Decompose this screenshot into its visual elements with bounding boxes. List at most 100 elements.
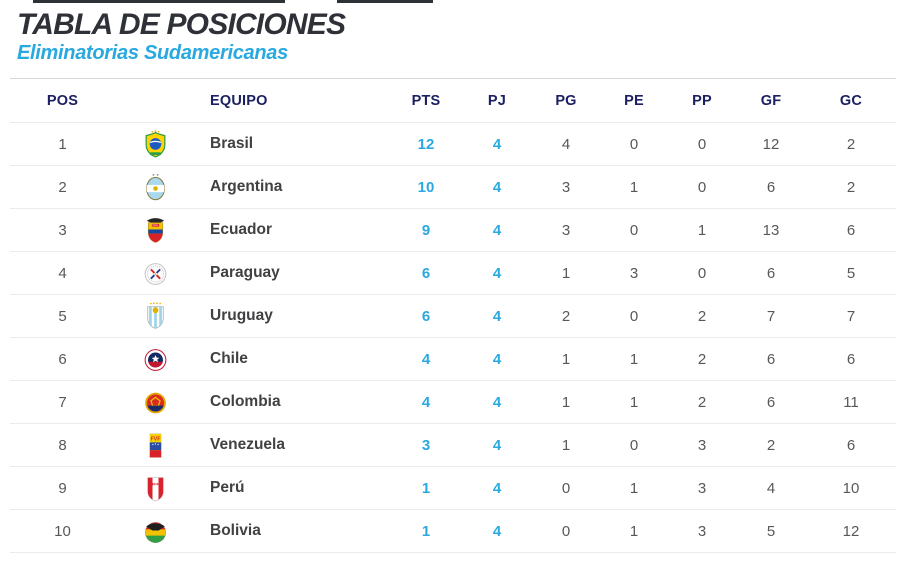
svg-text:FVF: FVF [150,436,160,442]
column-header-pe: PE [624,92,644,109]
table-body: 1 Brasil 12 4 4 0 0 12 2 2 Argentina 10 4 3 1 0 6 2 3 F.E.F… [10,123,896,553]
table-header-row: POS EQUIPO PTS PJ PG PE PP GF GC [10,78,896,123]
column-header-pts: PTS [411,92,441,109]
pp-cell: 2 [697,350,707,368]
gc-cell: 6 [846,436,856,454]
table-row: 4 Paraguay 6 4 1 3 0 6 5 [10,252,896,295]
pos-cell: 8 [58,436,67,454]
pp-cell: 2 [697,393,707,411]
table-row: 10 Bolivia 1 4 0 1 3 5 12 [10,510,896,553]
pos-cell: 1 [58,135,67,153]
pj-cell: 4 [492,393,502,411]
team-cell: Venezuela [210,436,285,453]
paraguay-crest-icon [115,259,195,288]
team-cell: Paraguay [210,264,280,281]
top-border-segment-1 [33,0,285,3]
top-border-segment-2 [337,0,433,3]
svg-text:F.E.F.: F.E.F. [152,225,158,227]
ecuador-crest-icon: F.E.F. [115,216,195,245]
page-subtitle: Eliminatorias Sudamericanas [17,42,288,64]
gc-cell: 2 [846,178,856,196]
gf-cell: 12 [762,135,780,153]
team-cell: Ecuador [210,221,273,238]
chile-crest-icon [115,345,195,374]
gc-cell: 10 [842,479,860,497]
team-cell: Perú [210,479,245,496]
team-cell: Uruguay [210,307,273,324]
pe-cell: 1 [629,178,639,196]
pos-cell: 9 [58,479,67,497]
column-header-pos: POS [46,92,79,109]
pg-cell: 3 [561,221,571,239]
pg-cell: 1 [561,393,571,411]
column-header-pg: PG [555,92,577,109]
table-row: 6 Chile 4 4 1 1 2 6 6 [10,338,896,381]
page-header: TABLA DE POSICIONES Eliminatorias Sudame… [0,0,916,65]
gc-cell: 6 [846,350,856,368]
page-title: TABLA DE POSICIONES [17,8,346,41]
pj-cell: 4 [492,479,502,497]
pos-cell: 4 [58,264,67,282]
gf-cell: 6 [766,393,776,411]
pj-cell: 4 [492,264,502,282]
pj-cell: 4 [492,522,502,540]
pe-cell: 1 [629,522,639,540]
pos-cell: 3 [58,221,67,239]
pts-cell: 9 [421,221,431,239]
gf-cell: 6 [766,350,776,368]
bolivia-crest-icon [115,517,195,546]
column-header-gf: GF [760,92,782,109]
pos-cell: 5 [58,307,67,325]
pts-cell: 1 [421,479,431,497]
gc-cell: 11 [843,393,859,411]
pts-cell: 10 [417,178,435,196]
pts-cell: 4 [421,350,431,368]
table-row: 8 FVF Venezuela 3 4 1 0 3 2 6 [10,424,896,467]
gf-cell: 4 [766,479,776,497]
pos-cell: 10 [54,522,71,540]
pe-cell: 1 [629,393,639,411]
svg-text:FPF: FPF [152,482,160,486]
gf-cell: 7 [766,307,776,325]
pp-cell: 3 [697,479,707,497]
pg-cell: 1 [561,350,571,368]
pp-cell: 3 [697,436,707,454]
gc-cell: 6 [846,221,856,239]
pos-cell: 2 [58,178,67,196]
pts-cell: 1 [421,522,431,540]
pts-cell: 6 [421,307,431,325]
uruguay-crest-icon [115,301,195,331]
pg-cell: 0 [561,479,571,497]
team-cell: Chile [210,350,248,367]
pp-cell: 0 [697,264,707,282]
pe-cell: 1 [629,350,639,368]
brasil-crest-icon [115,129,195,159]
table-row: 3 F.E.F. Ecuador 9 4 3 0 1 13 6 [10,209,896,252]
pg-cell: 4 [561,135,571,153]
pos-cell: 6 [58,350,67,368]
standings-table: POS EQUIPO PTS PJ PG PE PP GF GC 1 Brasil 12 4 4 0 0 12… [10,78,896,553]
gf-cell: 6 [766,178,776,196]
pts-cell: 12 [417,135,435,153]
pg-cell: 2 [561,307,571,325]
pj-cell: 4 [492,307,502,325]
team-cell: Bolivia [210,522,261,539]
pe-cell: 0 [629,436,639,454]
column-header-team: EQUIPO [210,92,268,109]
table-row: 1 Brasil 12 4 4 0 0 12 2 [10,123,896,166]
peru-crest-icon: FPF [115,474,195,503]
table-row: 7 Colombia 4 4 1 1 2 6 11 [10,381,896,424]
pe-cell: 0 [629,221,639,239]
pts-cell: 6 [421,264,431,282]
pg-cell: 3 [561,178,571,196]
pj-cell: 4 [492,436,502,454]
gf-cell: 2 [766,436,776,454]
column-header-pj: PJ [487,92,507,109]
table-row: 9 FPF Perú 1 4 0 1 3 4 10 [10,467,896,510]
pg-cell: 1 [561,436,571,454]
pj-cell: 4 [492,135,502,153]
pe-cell: 0 [629,307,639,325]
gf-cell: 5 [766,522,776,540]
pj-cell: 4 [492,350,502,368]
pts-cell: 3 [421,436,431,454]
